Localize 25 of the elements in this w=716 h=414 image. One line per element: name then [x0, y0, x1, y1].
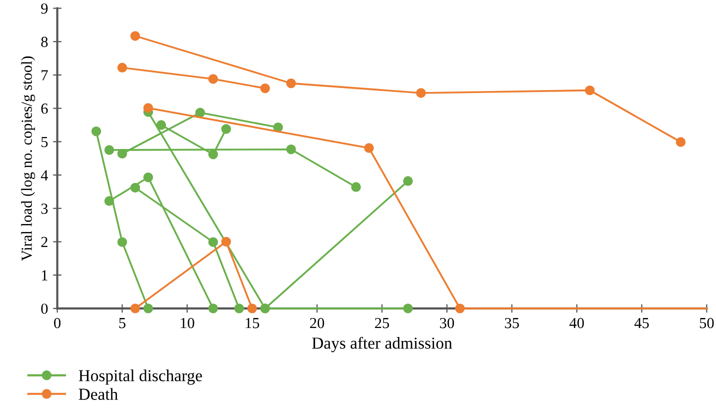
y-tick-label: 4 [40, 170, 48, 180]
x-tick-label: 5 [119, 318, 126, 328]
x-tick-label: 50 [700, 318, 714, 328]
legend-label: Hospital discharge [78, 370, 202, 385]
y-axis-title: Viral load (log no. copies/g stool) [21, 56, 36, 261]
y-tick-label: 6 [41, 104, 48, 114]
x-tick-label: 45 [634, 318, 649, 328]
y-tick-label: 1 [42, 270, 48, 280]
y-tick-label: 3 [41, 204, 48, 214]
y-tick-label: 2 [41, 236, 48, 248]
y-tick-label: 9 [41, 3, 48, 14]
x-tick-label: 25 [375, 318, 390, 328]
x-tick-label: 40 [569, 318, 584, 328]
y-tick-label: 0 [41, 304, 48, 314]
y-tick-label: 7 [42, 70, 48, 80]
legend-label: Death [78, 388, 118, 400]
x-tick-label: 0 [54, 318, 61, 328]
x-tick-label: 35 [504, 318, 519, 328]
x-tick-label: 30 [440, 318, 454, 328]
x-tick-label: 15 [246, 318, 260, 328]
x-tick-label: 20 [310, 318, 324, 328]
x-axis-title: Days after admission [312, 336, 452, 352]
y-tick-label: 5 [42, 136, 48, 148]
y-tick-label: 8 [41, 36, 48, 48]
x-tick-label: 10 [180, 318, 194, 328]
